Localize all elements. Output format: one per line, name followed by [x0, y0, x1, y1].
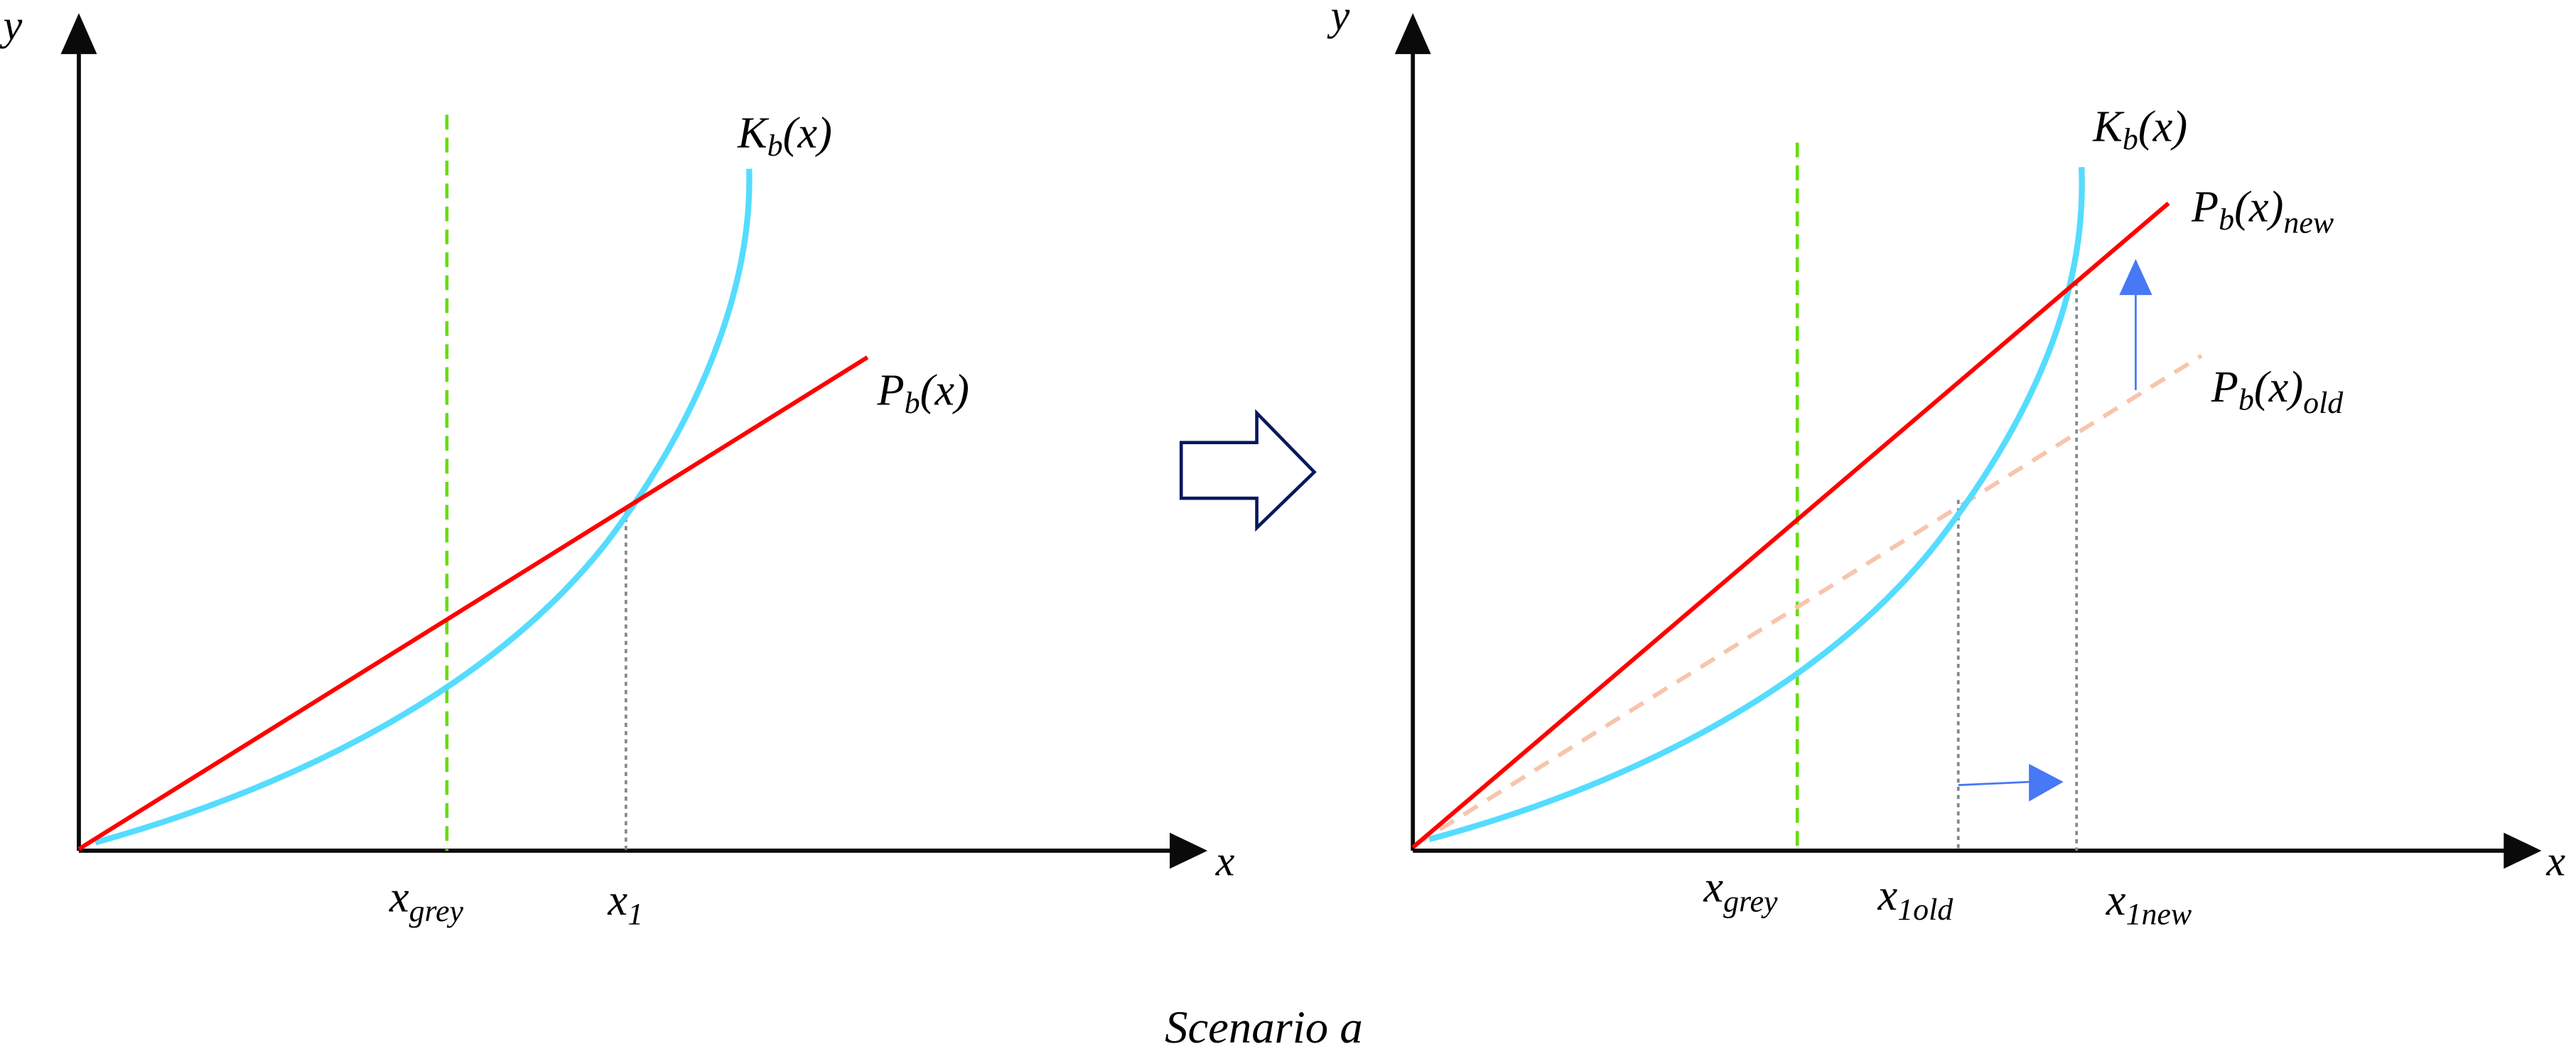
rightward-shift-arrow-icon: [2029, 763, 2064, 802]
right-x-axis-label: x: [2545, 838, 2565, 885]
right-y-axis-label: y: [1327, 0, 1350, 38]
left-pb-line: [77, 355, 869, 851]
right-pb-new-label: Pb(x)new: [2191, 182, 2334, 240]
right-y-axis-arrowhead-icon: [1394, 13, 1431, 55]
left-panel: y x Kb(x) Pb(x) xgrey x1: [0, 1, 1235, 931]
right-pb-new-line: [1411, 201, 2170, 849]
right-x1old-label: x1old: [1877, 871, 1953, 927]
left-xgrey-label: xgrey: [389, 872, 464, 928]
right-x-axis-arrowhead-icon: [2504, 832, 2542, 869]
figure-caption: Scenario a: [1165, 1001, 1363, 1049]
right-kb-curve: [1428, 167, 2085, 842]
left-x-axis-arrowhead-icon: [1170, 832, 1208, 869]
left-y-axis-label: y: [0, 1, 23, 48]
left-y-axis-arrowhead-icon: [60, 13, 97, 55]
left-x-axis-label: x: [1215, 838, 1235, 885]
right-xgrey-label: xgrey: [1703, 863, 1778, 919]
right-panel: y x Kb(x) Pb(x)new Pb(x)old xgrey x1old …: [1327, 0, 2566, 932]
upward-shift-arrow-icon: [2119, 259, 2152, 296]
left-x1-label: x1: [607, 876, 643, 932]
right-kb-label: Kb(x): [2092, 102, 2187, 156]
right-x1new-label: x1new: [2106, 876, 2192, 932]
left-pb-label: Pb(x): [877, 366, 969, 420]
left-kb-label: Kb(x): [737, 109, 832, 163]
transition-arrow-icon: [1179, 409, 1317, 532]
rightward-shift-arrow-shaft: [1958, 780, 2031, 787]
left-kb-curve: [94, 168, 753, 846]
right-pb-old-line: [1415, 353, 2203, 846]
right-pb-old-label: Pb(x)old: [2211, 362, 2344, 420]
